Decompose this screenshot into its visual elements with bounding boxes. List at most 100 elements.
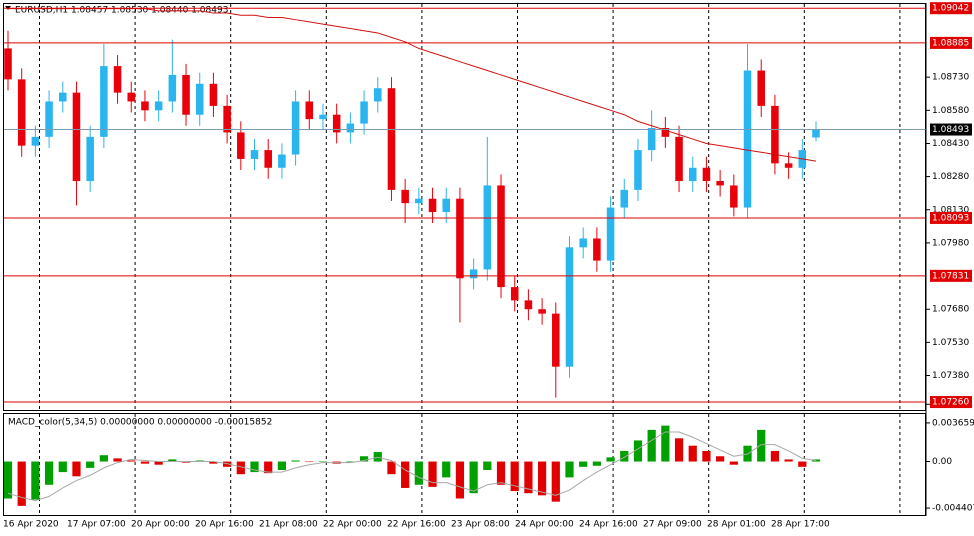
macd-bar [387,461,396,475]
macd-bar [58,461,67,473]
macd-bar [31,461,40,500]
x-tick-label: 16 Apr 2020 [3,520,59,530]
candle-body [415,198,423,204]
macd-bar [291,460,300,462]
level-label: 1.07831 [932,271,969,281]
y-tick-label: 1.07380 [932,371,969,381]
level-label-box [930,36,972,49]
candle-body [442,198,451,212]
candle-body [771,105,779,164]
candle-body [784,163,793,168]
macd-bar [250,461,259,473]
x-tick-label: 20 Apr 16:00 [195,520,254,530]
candle-body [59,92,67,102]
candle-body [565,247,574,367]
candle-body [552,313,560,367]
macd-bar [483,461,492,470]
macd-bar [99,455,108,462]
macd-bar [277,461,287,470]
macd-bar [811,459,821,462]
candle-body [264,150,272,168]
x-tick-label: 21 Apr 08:00 [259,520,318,530]
macd-bar [401,461,410,488]
candle-body [4,48,12,80]
candle-body [579,238,587,248]
candle-body [593,238,601,261]
candle-body [237,132,245,159]
x-tick-label: 28 Apr 01:00 [707,520,766,530]
macd-bar [551,461,560,502]
macd-bar [113,458,122,462]
macd-bar [784,459,793,462]
candle-body [661,127,670,137]
x-tick-label: 22 Apr 16:00 [387,520,446,530]
candle-body [86,136,94,182]
level-label-box [930,269,972,282]
macd-bar [264,461,273,474]
macd-bar [702,450,711,462]
candle-body [223,105,231,133]
level-label: 1.09042 [932,4,969,14]
macd-bar [633,440,643,462]
macd-bar [414,461,423,485]
candle-body [757,70,765,106]
level-label-box [930,211,972,224]
candle-body [332,114,341,133]
candle-body [31,136,40,146]
macd-bar [359,456,369,462]
candle-body [141,101,149,111]
macd-title: MACD_color(5,34,5) 0.00000000 0.00000000… [8,418,272,428]
macd-bar [318,461,328,463]
y-tick-label: 1.07530 [932,338,969,348]
y-tick-label: 1.07980 [932,238,969,248]
macd-bar [223,461,232,467]
level-label: 1.08093 [932,213,969,223]
candle-body [469,269,478,279]
candle-body [716,181,724,186]
macd-bar [455,461,465,499]
y-tick-label: 0.00 [932,457,952,467]
candle-body [182,74,190,115]
macd-bar [44,461,54,485]
candle-body [127,92,136,102]
macd-bar [647,429,656,462]
candle-body [510,287,519,301]
vertical-grid [39,4,901,515]
x-tick-label: 28 Apr 17:00 [771,520,830,530]
candle-body [538,309,546,314]
macd-bar [72,461,81,477]
macd-bar [181,461,191,463]
macd-bar [17,461,26,506]
y-tick-label: 1.08730 [932,73,969,83]
candle-body [456,198,464,279]
y-tick-label: 1.08130 [932,205,969,215]
candle-body [524,300,533,310]
x-tick-label: 17 Apr 07:00 [67,520,126,530]
candle-body [634,150,642,190]
macd-bar [537,461,547,496]
bid-label: 1.08493 [932,125,969,135]
level-label-box [930,2,972,15]
candle-body [154,101,163,111]
macd-bar [729,461,738,465]
candle-body [195,83,204,115]
level-label: 1.08885 [932,38,969,48]
candle-body [45,101,53,137]
candle-body [647,127,656,151]
main-title: EURUSD,H1 1.08457 1.08530 1.08440 1.0849… [15,6,228,16]
macd-bar [770,450,780,462]
candle-body [428,198,437,212]
y-tick-label: 1.08280 [932,172,969,182]
level-label-box [930,396,972,409]
macd-bar [592,461,601,466]
macd-bar [195,460,204,462]
x-tick-label: 24 Apr 16:00 [579,520,638,530]
x-tick-label: 27 Apr 09:00 [643,520,702,530]
y-tick-label: 1.08580 [932,106,969,116]
macd-bar [798,461,807,467]
macd-bar [606,457,615,462]
macd-bar [154,461,163,465]
candle-body [291,101,300,155]
macd-bar [346,461,355,463]
